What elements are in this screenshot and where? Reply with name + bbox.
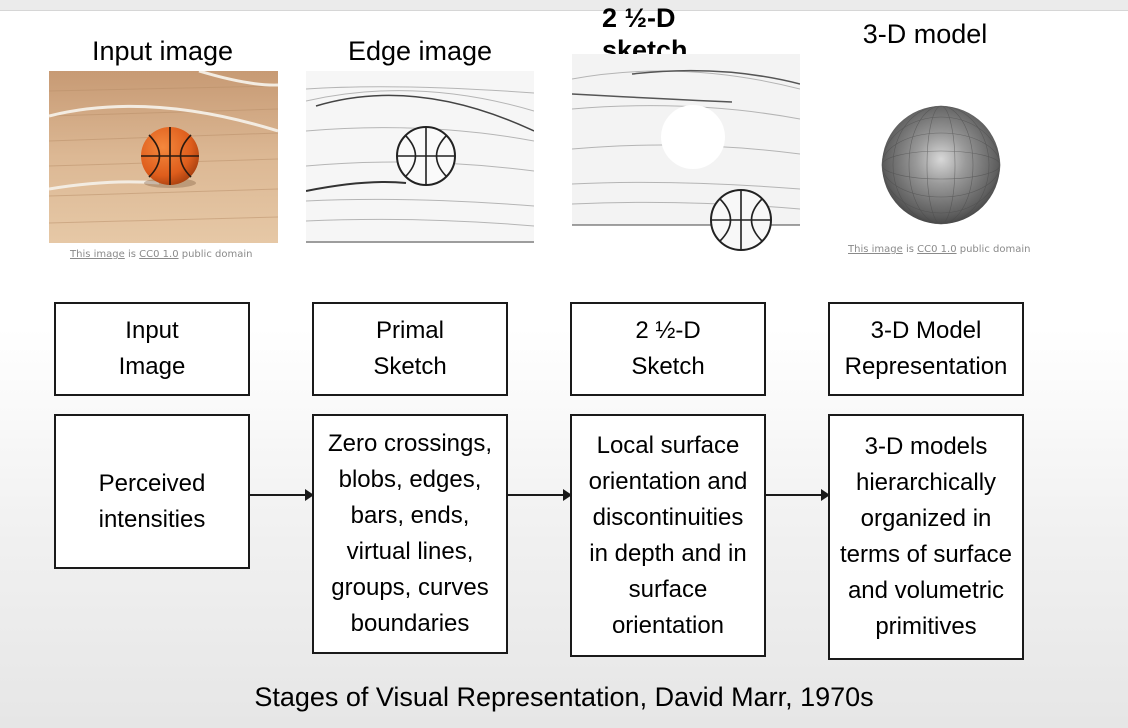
sketch-title: 2 ½-D sketch [602,2,688,66]
desc-line: hierarchically [855,469,997,496]
arrow-right-icon [508,489,572,501]
credit-link[interactable]: This image [848,244,903,255]
desc-line: primitives [875,613,977,640]
desc-line: orientation and [588,467,748,495]
stage-label-line1: 2 ½-D [635,317,701,344]
desc-line: 3-D models [864,433,988,460]
input-image-title: Input image [91,36,234,66]
input-image-credit: This image is CC0 1.0 public domain [70,249,252,260]
desc-line: Local surface [596,431,740,459]
desc-box-3d-model: 3-D models hierarchically organized in t… [828,414,1024,660]
model-title: 3-D model [862,19,988,49]
arrow-right-icon [766,489,830,501]
stage-label-line2: Representation [844,353,1008,380]
stage-label-line2: Sketch [631,353,705,380]
caption: Stages of Visual Representation, David M… [254,682,874,712]
sketch-image [572,54,800,254]
arrow-right-icon [250,489,314,501]
desc-line: surface [628,575,708,603]
desc-line: orientation [611,611,725,639]
model-sphere-image [880,105,1002,227]
stage-label-line2: Image [118,353,186,380]
desc-line: discontinuities [592,503,744,531]
desc-line: bars, ends, [350,502,470,529]
credit-link[interactable]: This image [70,249,125,260]
desc-line: Perceived [98,469,206,497]
desc-line: in depth and in [589,539,747,567]
window-top-bar [0,0,1128,11]
edge-image-title: Edge image [347,36,493,66]
edge-image [306,71,534,243]
stage-box-3d-model: 3-D Model Representation [828,302,1024,396]
credit-is: is [127,249,136,260]
credit-suffix: public domain [959,244,1031,255]
desc-line: intensities [98,505,206,533]
desc-line: organized in [860,505,992,532]
desc-line: groups, curves [331,574,489,601]
desc-box-2half-d-sketch: Local surface orientation and discontinu… [570,414,766,657]
desc-line: Zero crossings, [327,430,493,457]
credit-suffix: public domain [181,249,253,260]
desc-line: terms of surface [839,541,1013,568]
credit-license-link[interactable]: CC0 1.0 [139,249,179,260]
desc-box-input-image: Perceived intensities [54,414,250,569]
stage-label-line1: Input [125,317,179,344]
desc-line: and volumetric [847,577,1005,604]
stage-box-2half-d-sketch: 2 ½-D Sketch [570,302,766,396]
desc-line: virtual lines, [346,538,474,565]
credit-is: is [905,244,914,255]
desc-line: boundaries [350,610,470,637]
sketch-title-line1: 2 ½-D [602,3,676,33]
input-basketball-image [49,71,278,243]
stage-label-line1: Primal [375,317,444,344]
stage-box-input-image: Input Image [54,302,250,396]
model-image-credit: This image is CC0 1.0 public domain [848,244,1030,255]
credit-license-link[interactable]: CC0 1.0 [917,244,957,255]
desc-line: blobs, edges, [338,466,482,493]
stage-label-line1: 3-D Model [870,317,982,344]
stage-label-line2: Sketch [373,353,447,380]
stage-box-primal-sketch: Primal Sketch [312,302,508,396]
desc-box-primal-sketch: Zero crossings, blobs, edges, bars, ends… [312,414,508,654]
